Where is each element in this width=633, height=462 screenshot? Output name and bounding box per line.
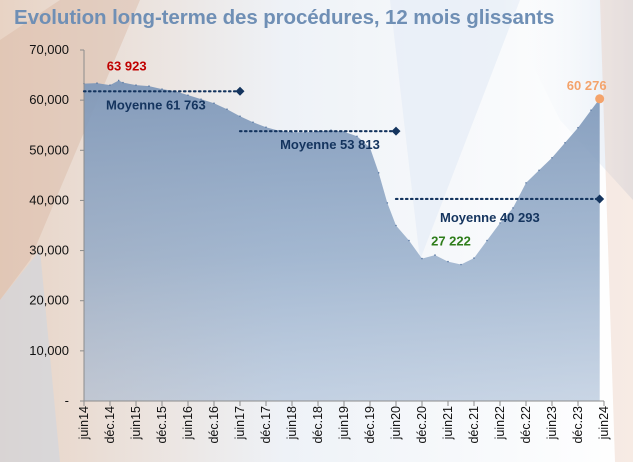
y-tick-label: 70,000: [29, 42, 69, 57]
mean-line-marker: [595, 194, 605, 204]
data-point: [486, 239, 488, 242]
data-point: [369, 146, 371, 149]
data-point: [551, 157, 553, 159]
data-point: [187, 94, 189, 96]
y-tick-label: 20,000: [29, 293, 69, 308]
data-point: [317, 130, 319, 133]
x-tick-label: juin19: [337, 406, 351, 440]
x-tick-label: déc.19: [363, 406, 377, 444]
data-point: [577, 126, 579, 129]
mean-label: Moyenne 61 763: [106, 97, 206, 112]
data-point: [473, 257, 475, 259]
x-tick-label: déc.18: [311, 406, 325, 444]
data-point: [512, 207, 514, 209]
x-tick-label: juin18: [285, 406, 299, 440]
y-tick-label: 30,000: [29, 243, 69, 258]
x-tick-label: juin22: [493, 406, 507, 440]
last-value-marker: [595, 94, 605, 104]
data-point: [525, 182, 527, 184]
data-point: [377, 172, 380, 174]
chart-title: Evolution long-terme des procédures, 12 …: [14, 6, 555, 29]
x-tick-label: juin16: [181, 406, 195, 440]
y-tick-label: 50,000: [29, 142, 69, 157]
x-tick-label: juin23: [545, 406, 559, 440]
data-point: [408, 239, 410, 242]
trough-value-label: 27 222: [431, 234, 471, 249]
x-tick-label: déc.14: [103, 406, 117, 444]
data-point: [460, 263, 462, 266]
mean-line-marker: [235, 86, 245, 96]
y-tick-label: 60,000: [29, 92, 69, 107]
x-tick-label: déc.21: [467, 406, 481, 444]
data-point: [538, 169, 540, 172]
data-point: [421, 257, 423, 260]
x-tick-label: déc.16: [207, 406, 221, 444]
x-tick-label: juin15: [129, 406, 143, 440]
x-tick-label: juin17: [233, 406, 247, 440]
axes: - 10,000 20,000 30,000 40,000 50,000 60,000 70,…: [29, 42, 611, 444]
x-tick-label: juin24: [597, 406, 611, 440]
data-point: [122, 81, 124, 84]
data-point: [148, 85, 150, 87]
data-point: [395, 224, 397, 227]
x-tick-label: déc.20: [415, 406, 429, 444]
last-value-label: 60 276: [567, 78, 607, 93]
data-point: [117, 79, 120, 82]
x-tick-label: déc.15: [155, 406, 169, 444]
series-area: [84, 80, 600, 401]
mean-label: Moyenne 53 813: [280, 137, 380, 152]
data-point: [356, 135, 358, 138]
data-point: [109, 84, 111, 86]
data-point: [226, 108, 228, 110]
y-tick-label: 10,000: [29, 343, 69, 358]
x-tick-label: juin20: [389, 406, 403, 440]
data-point: [213, 102, 215, 104]
data-point: [434, 254, 436, 256]
peak-value-label: 63 923: [107, 58, 147, 73]
y-tick-label: 40,000: [29, 192, 69, 207]
data-point: [386, 202, 389, 204]
data-point: [135, 84, 137, 86]
y-tick-label: -: [65, 393, 69, 408]
mean-label: Moyenne 40 293: [440, 210, 540, 225]
data-point: [447, 260, 449, 263]
data-point: [252, 121, 254, 124]
data-point: [96, 82, 98, 84]
data-point: [239, 115, 241, 117]
x-tick-label: déc.17: [259, 406, 273, 444]
data-point: [200, 98, 202, 100]
data-point: [161, 88, 163, 90]
x-tick-label: juin21: [441, 406, 455, 440]
data-point: [265, 126, 267, 129]
data-point: [564, 141, 566, 144]
data-point: [590, 109, 592, 111]
data-point: [499, 222, 501, 224]
x-tick-label: déc.22: [519, 406, 533, 444]
x-tick-label: juin14: [77, 406, 91, 440]
x-tick-label: déc.23: [571, 406, 585, 444]
mean-line-marker: [391, 126, 401, 136]
